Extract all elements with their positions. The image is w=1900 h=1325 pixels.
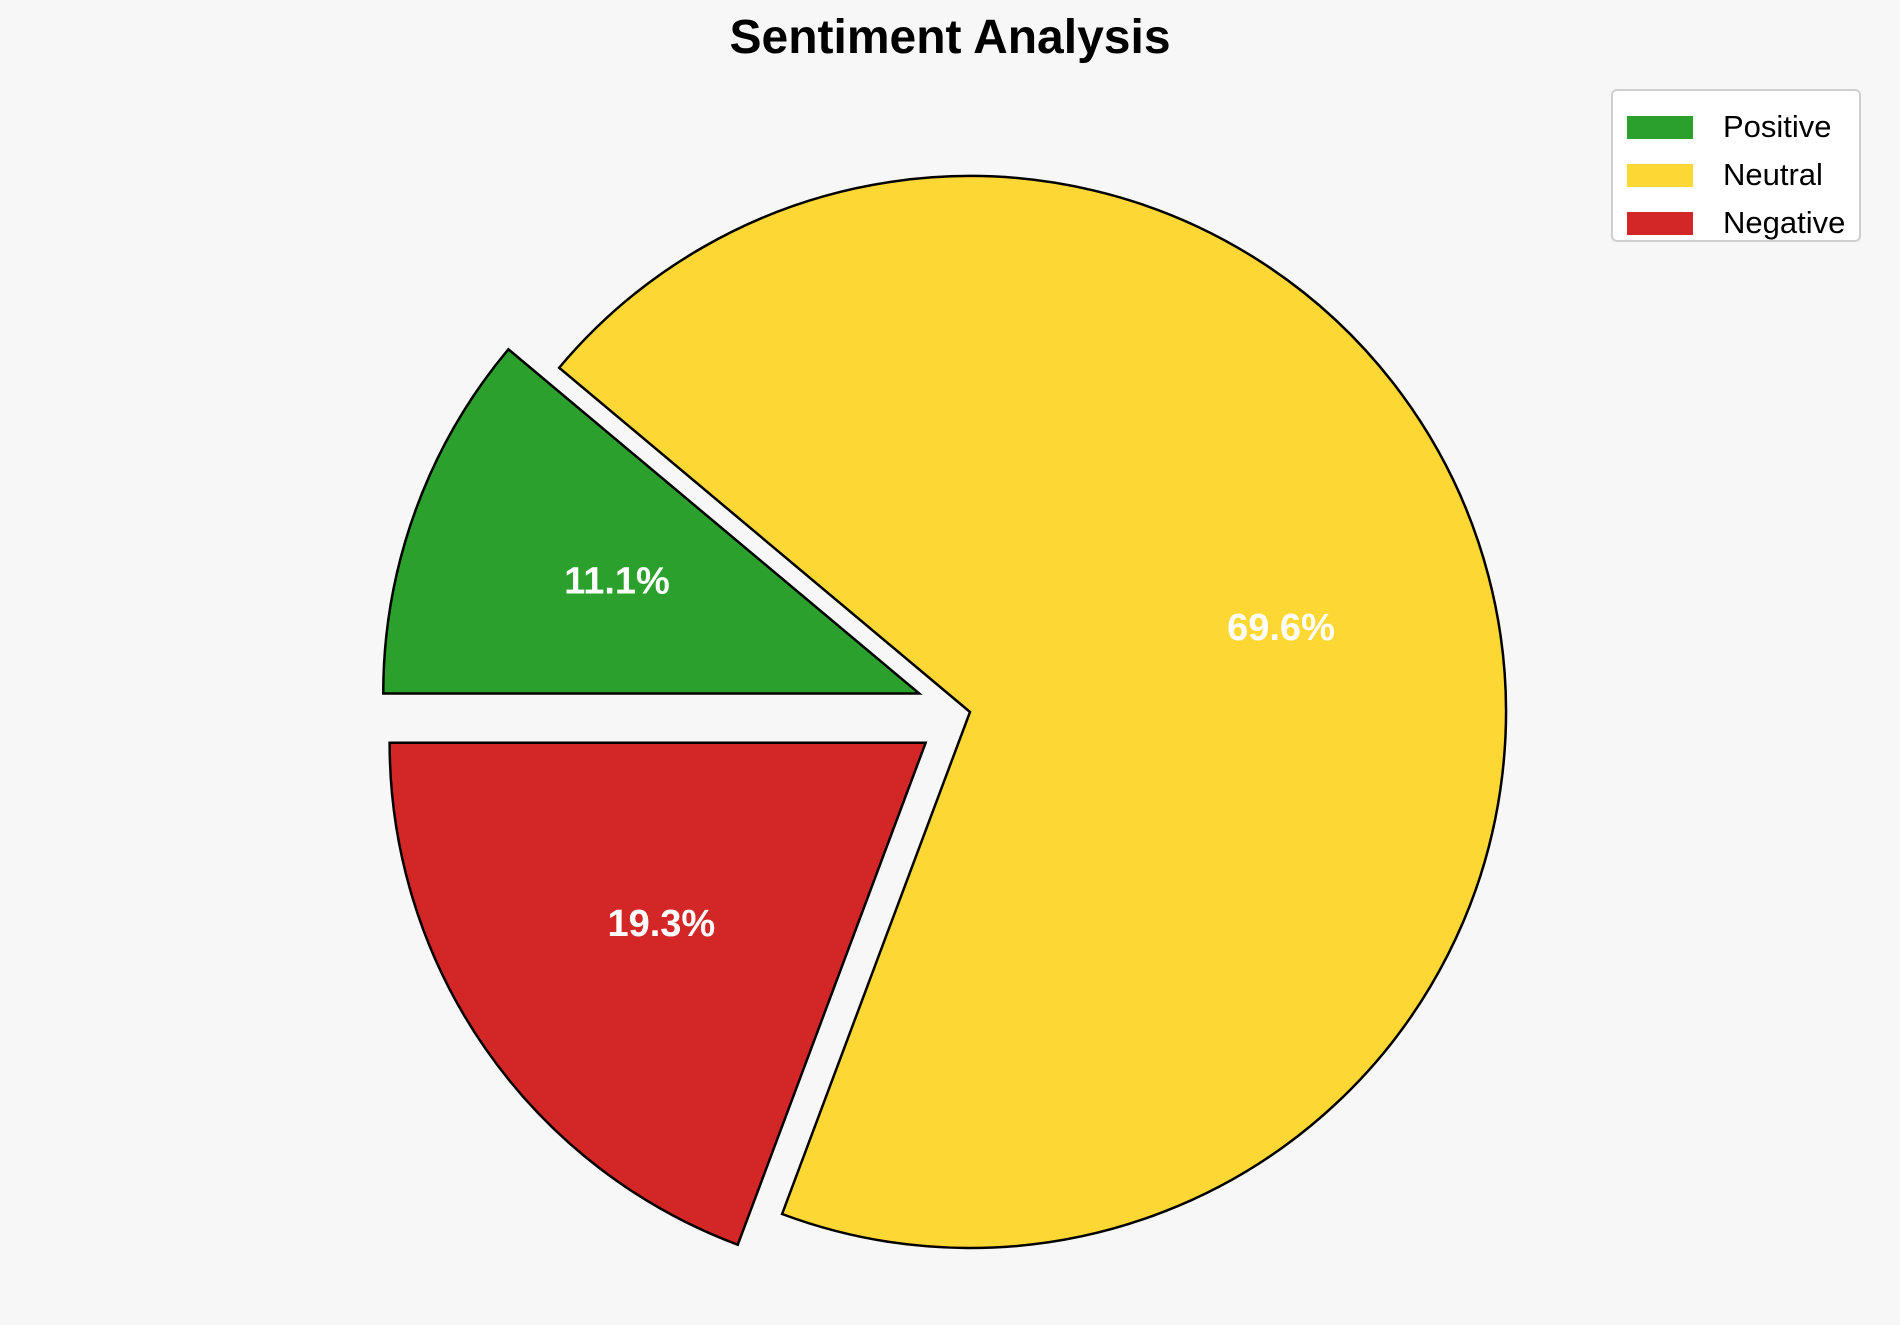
pie-labels: 11.1% 69.6% 19.3% <box>564 561 1335 945</box>
legend-swatch-negative <box>1627 211 1693 235</box>
legend-label-neutral: Neutral <box>1723 157 1823 192</box>
pie-slice-negative <box>388 741 928 1247</box>
pie-label-positive: 11.1% <box>564 561 670 603</box>
legend-label-positive: Positive <box>1723 109 1832 144</box>
legend-swatch-positive <box>1627 115 1693 139</box>
legend-item-neutral: Neutral <box>1627 151 1859 199</box>
legend-item-positive: Positive <box>1627 103 1859 151</box>
pie-slice-neutral <box>557 174 1508 1250</box>
pie-label-negative: 19.3% <box>607 903 715 945</box>
chart-title: Sentiment Analysis <box>729 11 1171 64</box>
legend-swatch-neutral <box>1627 163 1693 187</box>
legend-label-negative: Negative <box>1723 205 1846 240</box>
legend-item-negative: Negative <box>1627 199 1859 247</box>
pie-label-neutral: 69.6% <box>1227 607 1335 649</box>
pie-slice-positive <box>381 347 923 695</box>
legend: Positive Neutral Negative <box>1611 89 1861 242</box>
pie-slices <box>381 174 1508 1250</box>
